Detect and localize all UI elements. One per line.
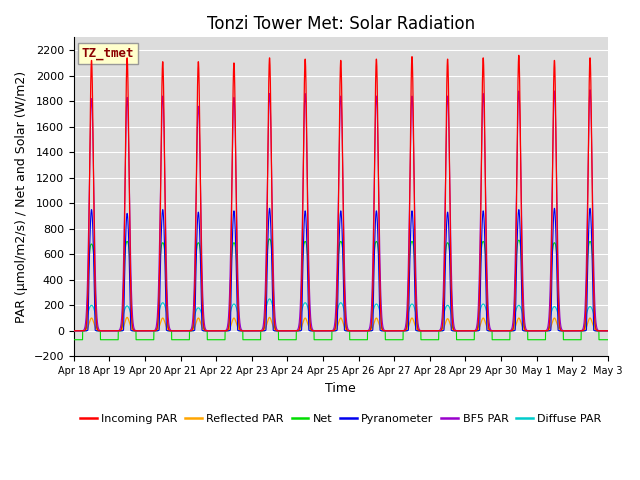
Y-axis label: PAR (μmol/m2/s) / Net and Solar (W/m2): PAR (μmol/m2/s) / Net and Solar (W/m2) xyxy=(15,71,28,323)
Legend: Incoming PAR, Reflected PAR, Net, Pyranometer, BF5 PAR, Diffuse PAR: Incoming PAR, Reflected PAR, Net, Pyrano… xyxy=(76,410,606,429)
Title: Tonzi Tower Met: Solar Radiation: Tonzi Tower Met: Solar Radiation xyxy=(207,15,475,33)
Text: TZ_tmet: TZ_tmet xyxy=(82,47,134,60)
X-axis label: Time: Time xyxy=(325,382,356,395)
